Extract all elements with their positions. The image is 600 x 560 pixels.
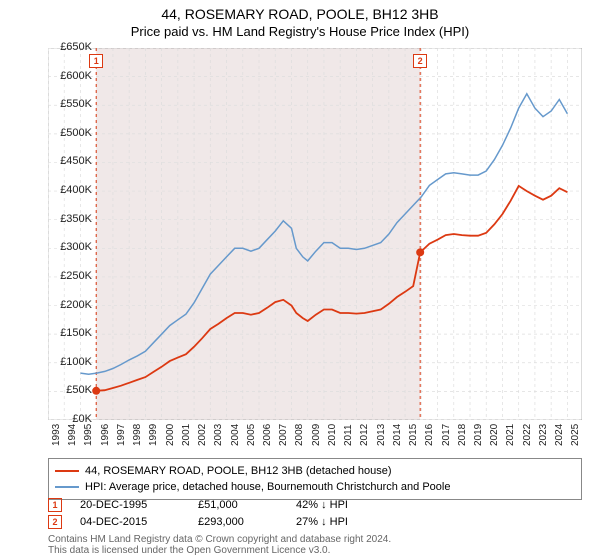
event-marker: 1: [48, 498, 62, 512]
y-tick-label: £500K: [46, 127, 92, 139]
x-tick-label: 2014: [392, 426, 403, 446]
x-tick-label: 1993: [51, 426, 62, 446]
y-tick-label: £350K: [46, 213, 92, 225]
x-tick-label: 2000: [165, 426, 176, 446]
x-tick-label: 2010: [327, 426, 338, 446]
y-tick-label: £150K: [46, 327, 92, 339]
legend-item: HPI: Average price, detached house, Bour…: [55, 479, 575, 495]
page-title: 44, ROSEMARY ROAD, POOLE, BH12 3HB: [0, 0, 600, 22]
x-tick-label: 2016: [424, 426, 435, 446]
x-tick-label: 1998: [132, 426, 143, 446]
y-tick-label: £450K: [46, 155, 92, 167]
x-tick-label: 2006: [262, 426, 273, 446]
chart-svg: [48, 48, 582, 420]
y-tick-label: £650K: [46, 41, 92, 53]
footer-attribution: Contains HM Land Registry data © Crown c…: [48, 534, 582, 556]
x-tick-label: 2005: [246, 426, 257, 446]
event-date: 04-DEC-2015: [80, 516, 180, 528]
legend: 44, ROSEMARY ROAD, POOLE, BH12 3HB (deta…: [48, 458, 582, 500]
event-price: £51,000: [198, 499, 278, 511]
x-tick-label: 1996: [100, 426, 111, 446]
x-tick-label: 2022: [522, 426, 533, 446]
x-tick-label: 1997: [116, 426, 127, 446]
legend-label: HPI: Average price, detached house, Bour…: [85, 479, 450, 495]
y-tick-label: £550K: [46, 98, 92, 110]
legend-swatch: [55, 486, 79, 488]
x-tick-label: 2017: [441, 426, 452, 446]
events-table: 1 20-DEC-1995 £51,000 42% ↓ HPI 2 04-DEC-2015…: [48, 498, 582, 532]
x-tick-label: 2001: [181, 426, 192, 446]
x-tick-label: 2002: [197, 426, 208, 446]
x-tick-label: 2008: [294, 426, 305, 446]
x-tick-label: 2023: [538, 426, 549, 446]
x-tick-label: 1995: [83, 426, 94, 446]
x-tick-label: 2020: [489, 426, 500, 446]
x-tick-label: 2019: [473, 426, 484, 446]
chart-marker-1: 1: [89, 54, 103, 68]
y-tick-label: £250K: [46, 270, 92, 282]
event-delta: 42% ↓ HPI: [296, 499, 348, 511]
x-tick-label: 2025: [570, 426, 581, 446]
x-tick-label: 1994: [67, 426, 78, 446]
x-tick-label: 2013: [376, 426, 387, 446]
y-tick-label: £600K: [46, 70, 92, 82]
x-tick-label: 1999: [148, 426, 159, 446]
x-tick-label: 2011: [343, 426, 354, 446]
y-tick-label: £200K: [46, 299, 92, 311]
y-tick-label: £100K: [46, 356, 92, 368]
x-tick-label: 2018: [457, 426, 468, 446]
event-row: 2 04-DEC-2015 £293,000 27% ↓ HPI: [48, 515, 582, 529]
footer-line-2: This data is licensed under the Open Gov…: [48, 545, 582, 556]
event-date: 20-DEC-1995: [80, 499, 180, 511]
event-marker: 2: [48, 515, 62, 529]
x-tick-label: 2004: [230, 426, 241, 446]
legend-item: 44, ROSEMARY ROAD, POOLE, BH12 3HB (deta…: [55, 463, 575, 479]
legend-label: 44, ROSEMARY ROAD, POOLE, BH12 3HB (deta…: [85, 463, 392, 479]
y-tick-label: £300K: [46, 241, 92, 253]
event-delta: 27% ↓ HPI: [296, 516, 348, 528]
x-tick-label: 2012: [359, 426, 370, 446]
page-subtitle: Price paid vs. HM Land Registry's House …: [0, 22, 600, 39]
event-price: £293,000: [198, 516, 278, 528]
footer-line-1: Contains HM Land Registry data © Crown c…: [48, 534, 582, 545]
x-tick-label: 2003: [213, 426, 224, 446]
chart: £0K£50K£100K£150K£200K£250K£300K£350K£40…: [48, 48, 582, 420]
x-tick-label: 2015: [408, 426, 419, 446]
legend-swatch: [55, 470, 79, 472]
x-tick-label: 2009: [311, 426, 322, 446]
x-tick-label: 2021: [505, 426, 516, 446]
x-tick-label: 2007: [278, 426, 289, 446]
y-tick-label: £400K: [46, 184, 92, 196]
event-row: 1 20-DEC-1995 £51,000 42% ↓ HPI: [48, 498, 582, 512]
x-tick-label: 2024: [554, 426, 565, 446]
y-tick-label: £50K: [46, 384, 92, 396]
chart-marker-2: 2: [413, 54, 427, 68]
